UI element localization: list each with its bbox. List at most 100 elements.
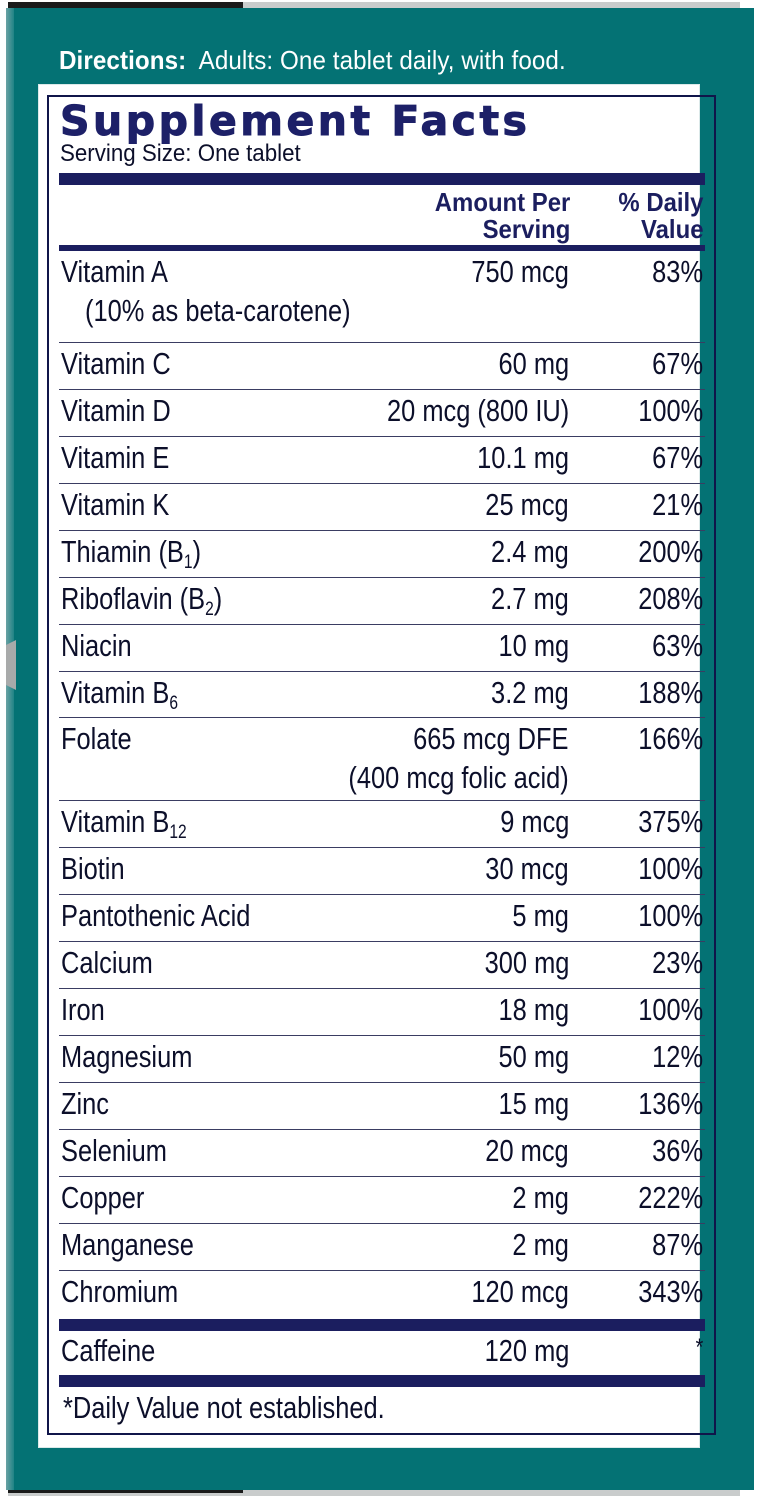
amount-per-serving: 10 mg — [498, 628, 569, 663]
package-top-edge-dark — [8, 2, 243, 10]
nutrient-name-suffix: ) — [213, 581, 223, 616]
daily-value-percent: 166% — [637, 721, 703, 756]
nutrient-name: Zinc — [61, 1086, 109, 1122]
amount-per-serving: 20 mcg (800 IU) — [386, 393, 569, 428]
daily-value-percent: 136% — [637, 1086, 703, 1121]
supplement-facts-table: Supplement Facts Serving Size: One table… — [47, 95, 716, 1435]
amount-per-serving: 3.2 mg — [491, 675, 569, 710]
daily-value-percent: 375% — [637, 804, 703, 839]
nutrient-name: Calcium — [61, 945, 153, 981]
daily-value-percent: 100% — [637, 898, 703, 933]
daily-value-percent: 208% — [637, 581, 703, 616]
nutrient-name-text: Selenium — [61, 1133, 167, 1168]
nutrient-name: Vitamin E — [61, 440, 169, 476]
nutrient-name: Folate — [61, 721, 132, 757]
table-row-other: Caffeine 120 mg * — [59, 1330, 705, 1375]
header-daily-value: % Daily Value — [618, 189, 703, 243]
nutrient-name-text: Vitamin C — [61, 346, 171, 381]
nutrient-name-text: Manganese — [61, 1227, 194, 1262]
serving-size: Serving Size: One tablet — [60, 140, 301, 167]
nutrient-name: Copper — [61, 1180, 144, 1216]
nutrient-name: Riboflavin (B2) — [61, 581, 222, 628]
table-row: Zinc 15 mg 136% — [59, 1082, 705, 1130]
daily-value-percent: 100% — [637, 393, 703, 428]
directions-body: Adults: One tablet daily, with food. — [198, 45, 566, 75]
package-side-tab — [6, 640, 16, 690]
nutrient-name-text: Vitamin K — [61, 487, 170, 522]
amount-per-serving: 5 mg — [512, 898, 569, 933]
nutrient-name: Biotin — [61, 851, 125, 887]
nutrient-name: Vitamin B6 — [61, 675, 178, 722]
amount-per-serving: 50 mg — [498, 1039, 569, 1074]
nutrient-name: Magnesium — [61, 1039, 192, 1075]
amount-per-serving: 120 mcg — [471, 1274, 569, 1309]
nutrient-name-text: Riboflavin (B — [61, 581, 206, 616]
table-row: Vitamin A (10% as beta-carotene) 750 mcg 83… — [59, 251, 705, 342]
nutrient-name-text: Folate — [61, 721, 132, 756]
nutrient-name-text: Magnesium — [61, 1039, 193, 1074]
nutrient-subscript: 12 — [169, 822, 187, 843]
table-row: Folate 665 mcg DFE (400 mcg folic acid) 166… — [59, 717, 705, 801]
amount-per-serving: 2.7 mg — [491, 581, 569, 616]
amount-per-serving: 665 mcg DFE — [413, 721, 569, 756]
nutrient-name-text: Vitamin E — [61, 440, 170, 475]
amount-per-serving: 2 mg — [512, 1227, 569, 1262]
nutrient-name-text: Pantothenic Acid — [61, 898, 251, 933]
directions-label: Directions: — [59, 45, 187, 75]
thick-divider-footnote — [59, 1375, 705, 1387]
table-row: Vitamin C 60 mg 67% — [59, 342, 705, 390]
table-row: Copper 2 mg 222% — [59, 1176, 705, 1224]
nutrient-name: Vitamin D — [61, 393, 171, 429]
amount-per-serving: 15 mg — [498, 1086, 569, 1121]
daily-value-percent: 83% — [652, 254, 703, 289]
package-bottom-edge — [8, 1488, 740, 1496]
nutrient-note: (10% as beta-carotene) — [85, 293, 351, 328]
daily-value-percent: 100% — [637, 992, 703, 1027]
table-row: Iron 18 mg 100% — [59, 988, 705, 1036]
daily-value-percent: 188% — [637, 675, 703, 710]
table-row: Riboflavin (B2) 2.7 mg 208% — [59, 577, 705, 625]
nutrient-name-text: Iron — [61, 992, 105, 1027]
nutrient-name: Manganese — [61, 1227, 194, 1263]
thick-divider-other — [59, 1319, 705, 1331]
facts-title: Supplement Facts — [59, 97, 531, 146]
daily-value-percent: 21% — [652, 487, 703, 522]
header-dv-line2: Value — [640, 214, 703, 244]
daily-value-percent: 67% — [652, 440, 703, 475]
amount-per-serving: 30 mcg — [485, 851, 569, 886]
nutrient-name-text: Vitamin B — [61, 675, 170, 710]
nutrient-name-text: Zinc — [61, 1086, 110, 1121]
nutrient-name-text: Niacin — [61, 628, 132, 663]
nutrient-name-text: Biotin — [61, 851, 125, 886]
nutrient-name: Chromium — [61, 1274, 178, 1310]
nutrient-name: Niacin — [61, 628, 132, 664]
header-divider — [59, 245, 705, 251]
daily-value-percent: 200% — [637, 534, 703, 569]
amount-per-serving: 18 mg — [498, 992, 569, 1027]
table-row: Calcium 300 mg 23% — [59, 941, 705, 989]
amount-note: (400 mcg folic acid) — [348, 760, 569, 795]
package-left-edge — [6, 8, 14, 1490]
nutrient-name-text: Vitamin B — [61, 804, 170, 839]
header-dv-line1: % Daily — [617, 187, 703, 217]
ingredient-name: Caffeine — [61, 1333, 156, 1368]
daily-value-percent: 87% — [652, 1227, 703, 1262]
daily-value-percent: 222% — [637, 1180, 703, 1215]
nutrient-name: Vitamin K — [61, 487, 169, 523]
daily-value-percent: 343% — [637, 1274, 703, 1309]
nutrient-name-text: Vitamin D — [61, 393, 171, 428]
amount-per-serving: 60 mg — [498, 346, 569, 381]
table-row: Vitamin K 25 mcg 21% — [59, 483, 705, 531]
daily-value-percent: 36% — [652, 1133, 703, 1168]
header-amount: Amount Per Serving — [434, 189, 570, 243]
table-row: Thiamin (B1) 2.4 mg 200% — [59, 530, 705, 578]
nutrient-name: Thiamin (B1) — [61, 534, 201, 581]
table-row: Niacin 10 mg 63% — [59, 624, 705, 672]
nutrient-subscript: 2 — [205, 599, 214, 620]
amount-per-serving: 25 mcg — [485, 487, 569, 522]
nutrient-subscript: 1 — [183, 552, 193, 573]
amount-per-serving: 2.4 mg — [491, 534, 569, 569]
daily-value-percent: 23% — [652, 945, 703, 980]
table-row: Manganese 2 mg 87% — [59, 1223, 705, 1271]
nutrient-name-text: Chromium — [61, 1274, 179, 1309]
